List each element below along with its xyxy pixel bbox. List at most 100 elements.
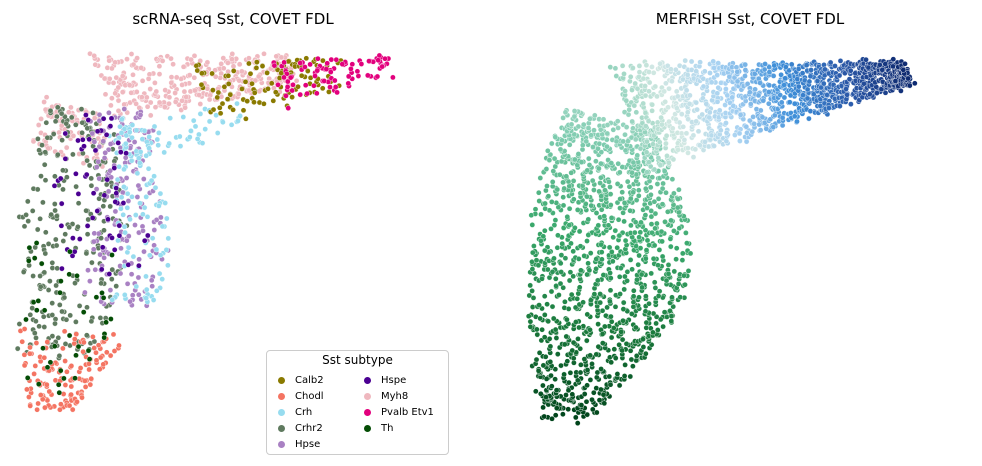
scatter-point xyxy=(587,326,593,333)
scatter-point xyxy=(170,61,176,67)
scatter-point xyxy=(591,291,598,297)
scatter-point xyxy=(45,287,52,293)
scatter-point xyxy=(88,375,94,382)
scatter-point xyxy=(597,180,603,186)
scatter-point xyxy=(844,92,850,98)
scatter-point xyxy=(62,341,69,347)
scatter-point xyxy=(694,106,700,113)
scatter-point xyxy=(659,201,666,207)
scatter-point xyxy=(615,160,622,167)
scatter-point xyxy=(62,155,69,162)
scatter-point xyxy=(566,277,573,284)
scatter-point xyxy=(281,74,287,81)
scatter-point xyxy=(156,71,163,77)
scatter-point xyxy=(23,316,29,323)
scatter-point xyxy=(238,68,245,75)
scatter-point xyxy=(651,166,658,173)
scatter-point xyxy=(905,75,912,82)
scatter-point xyxy=(49,333,56,339)
scatter-point xyxy=(101,75,108,82)
scatter-point xyxy=(577,190,584,196)
scatter-point xyxy=(616,382,623,389)
scatter-point xyxy=(102,91,109,98)
scatter-point xyxy=(608,359,615,366)
scatter-point xyxy=(729,94,736,101)
scatter-point xyxy=(577,345,584,352)
scatter-point xyxy=(107,141,114,147)
scatter-point xyxy=(874,90,880,96)
scatter-point xyxy=(115,108,122,114)
scatter-point xyxy=(100,115,107,122)
scatter-point xyxy=(584,271,590,278)
scatter-point xyxy=(109,95,115,101)
scatter-point xyxy=(600,340,606,346)
scatter-point xyxy=(723,86,729,92)
scatter-point xyxy=(161,149,167,156)
scatter-point xyxy=(647,184,654,191)
scatter-point xyxy=(191,74,198,81)
scatter-point xyxy=(570,355,577,362)
scatter-point xyxy=(302,82,309,88)
scatter-point xyxy=(695,128,702,135)
scatter-point xyxy=(225,73,232,79)
scatter-point xyxy=(35,136,41,142)
scatter-point xyxy=(657,60,663,67)
scatter-point xyxy=(59,308,65,315)
scatter-point xyxy=(101,334,107,341)
scatter-point xyxy=(673,88,680,95)
scatter-point xyxy=(640,100,647,107)
scatter-point xyxy=(62,382,69,388)
scatter-point xyxy=(628,222,634,229)
scatter-point xyxy=(289,87,296,94)
scatter-point xyxy=(650,329,656,336)
scatter-point xyxy=(621,218,627,225)
scatter-point xyxy=(794,118,800,125)
scatter-point xyxy=(643,324,650,331)
scatter-point xyxy=(549,268,556,275)
scatter-point xyxy=(606,178,612,185)
scatter-point xyxy=(323,66,330,72)
scatter-point xyxy=(553,335,560,341)
scatter-point xyxy=(796,83,802,90)
scatter-point xyxy=(623,97,630,104)
scatter-point xyxy=(166,100,172,107)
scatter-point xyxy=(246,87,252,94)
scatter-point xyxy=(633,353,640,359)
scatter-point xyxy=(614,181,621,187)
scatter-point xyxy=(111,246,118,253)
scatter-point xyxy=(552,134,559,140)
scatter-point xyxy=(105,216,111,223)
scatter-point xyxy=(799,70,806,76)
scatter-point xyxy=(595,321,601,327)
scatter-point xyxy=(206,118,213,125)
scatter-point xyxy=(650,310,657,317)
scatter-point xyxy=(261,51,267,57)
scatter-point xyxy=(596,165,602,172)
scatter-point xyxy=(112,90,118,97)
scatter-point xyxy=(560,115,566,121)
scatter-point xyxy=(665,208,671,215)
legend: Sst subtype Calb2 Chodl Crh Crhr2 Hpse Hspe My… xyxy=(266,350,449,455)
scatter-point xyxy=(643,255,649,262)
scatter-point xyxy=(751,121,758,127)
scatter-point xyxy=(573,319,579,325)
scatter-point xyxy=(144,103,151,110)
left-scatter-points xyxy=(14,50,396,413)
scatter-point xyxy=(616,341,622,348)
scatter-point xyxy=(792,100,798,107)
scatter-point xyxy=(95,158,102,165)
scatter-point xyxy=(93,357,100,364)
scatter-point xyxy=(668,243,674,250)
scatter-point xyxy=(623,340,630,347)
scatter-point xyxy=(627,74,634,80)
scatter-point xyxy=(723,120,729,126)
scatter-point xyxy=(33,340,40,346)
scatter-point xyxy=(549,199,555,205)
scatter-point xyxy=(252,77,259,84)
scatter-point xyxy=(81,339,87,346)
scatter-point xyxy=(130,253,137,260)
scatter-point xyxy=(584,311,591,318)
scatter-point xyxy=(676,186,682,193)
scatter-point xyxy=(535,262,542,269)
legend-label: Myh8 xyxy=(381,390,409,402)
